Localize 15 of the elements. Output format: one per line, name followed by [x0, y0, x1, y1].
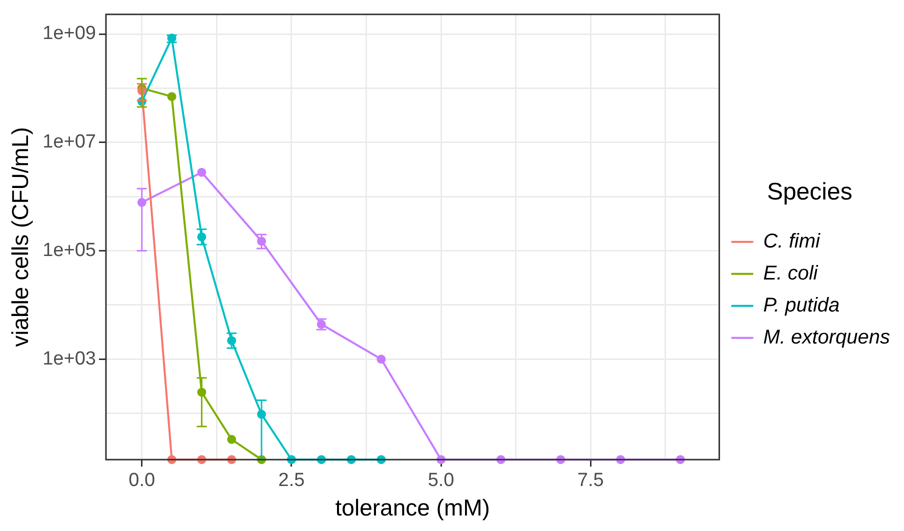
x-tick-label: 2.5: [278, 470, 305, 492]
x-axis-title: tolerance (mM): [335, 494, 490, 521]
x-tick-label: 5.0: [428, 470, 454, 492]
y-tick-label: 1e+03: [42, 348, 96, 370]
legend-label: E. coli: [763, 262, 818, 284]
y-axis-title: viable cells (CFU/mL): [7, 127, 34, 347]
x-tick-label: 0.0: [128, 470, 156, 492]
legend-label: M. extorquens: [763, 326, 890, 348]
legend-label: C. fimi: [763, 230, 820, 252]
y-tick-label: 1e+05: [42, 240, 96, 261]
legend-title: Species: [766, 178, 852, 206]
y-tick-label: 1e+07: [42, 132, 96, 153]
x-tick-label: 7.5: [577, 470, 604, 492]
y-tick-label: 1e+09: [42, 23, 96, 44]
legend-label: P. putida: [763, 294, 840, 316]
